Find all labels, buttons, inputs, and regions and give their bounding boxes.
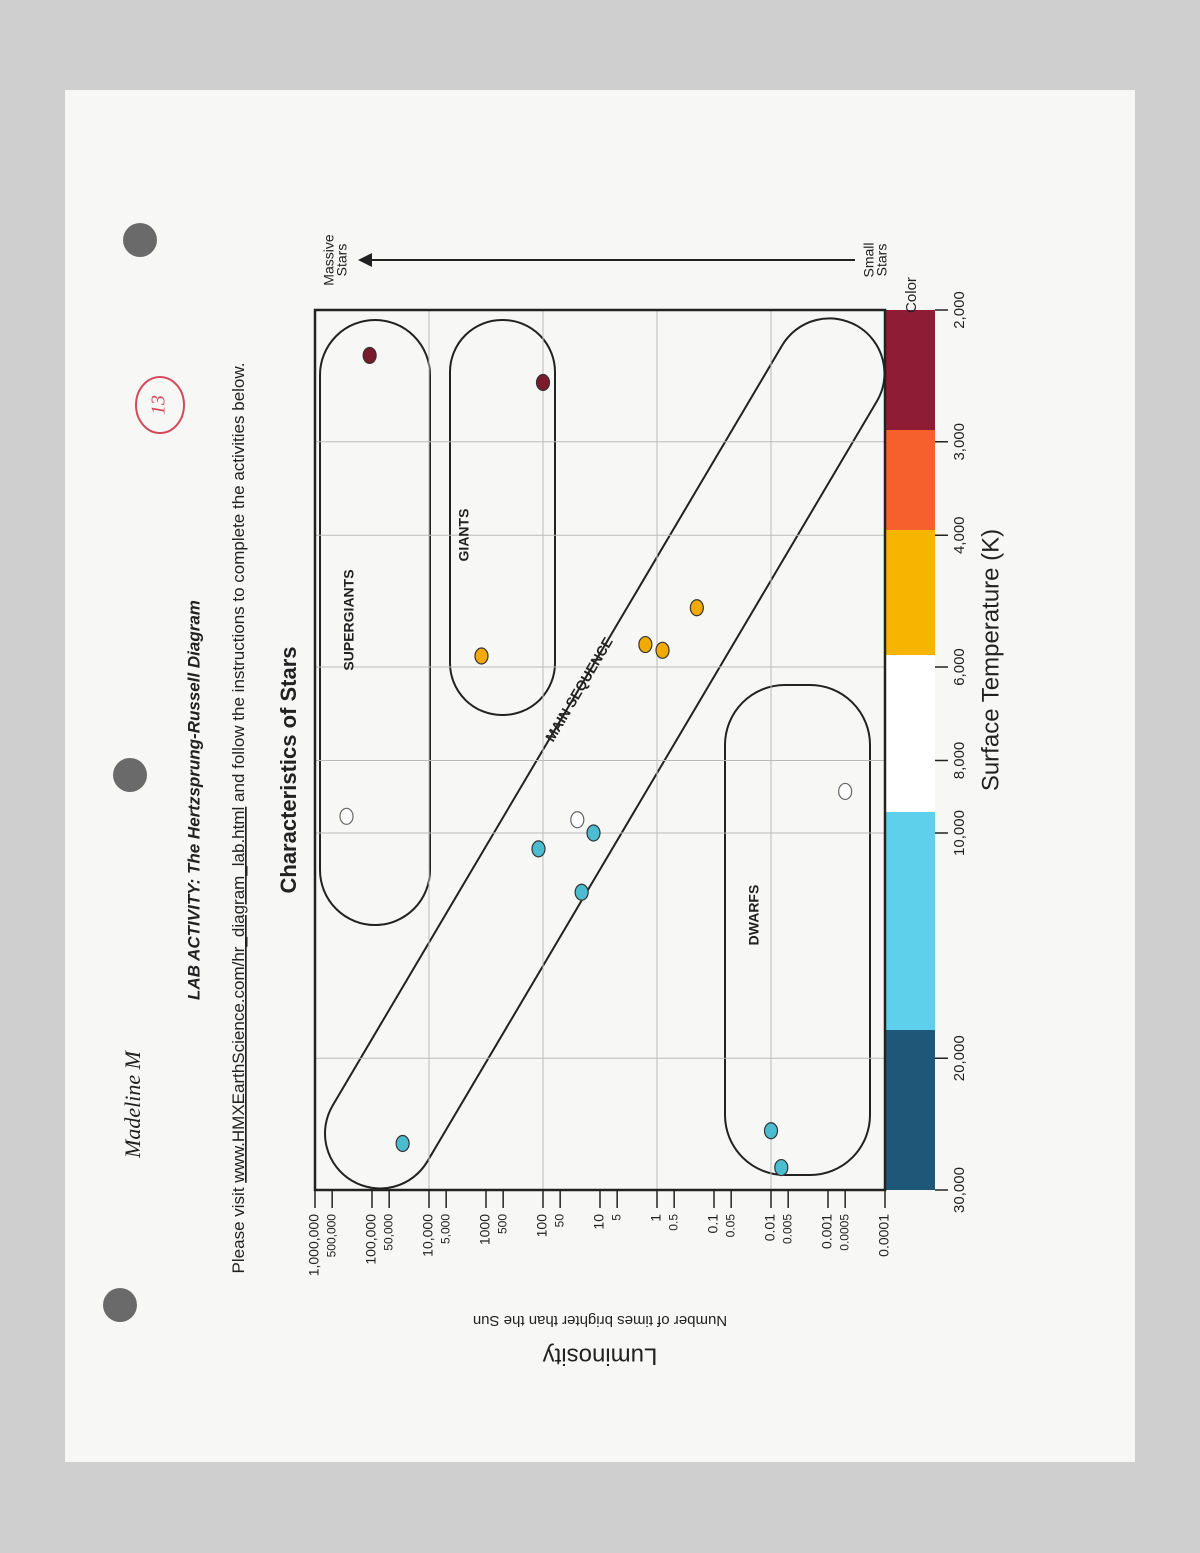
paper — [65, 90, 1135, 1462]
score: 13 — [148, 395, 170, 415]
star-point — [774, 1158, 789, 1177]
y-tick-label: 0.01 — [762, 1214, 778, 1241]
url: www.HMXEarthScience.com/hr_diagram_lab.h… — [229, 807, 248, 1184]
star-point — [638, 635, 653, 654]
y-tick-label: 10,000 — [420, 1214, 436, 1257]
y-tick-label: 5,000 — [438, 1214, 452, 1244]
y-tick-label: 50 — [552, 1214, 566, 1228]
star-point — [570, 811, 585, 829]
star-point — [655, 641, 670, 659]
instructions-text: Please visit — [229, 1183, 248, 1274]
y-tick-label: 100,000 — [363, 1214, 379, 1265]
worksheet: Madeline M 13 LAB ACTIVITY: The Hertzspr… — [120, 234, 1004, 1370]
y-tick-label: 100 — [534, 1214, 550, 1238]
colorbar-band — [885, 530, 935, 655]
student-name: Madeline M — [120, 1049, 145, 1159]
supergiants-region — [319, 319, 431, 926]
colorbar-band — [885, 310, 935, 430]
colorbar-label: Color — [903, 277, 920, 313]
region-label: DWARFS — [746, 885, 762, 946]
y-tick-label: 50,000 — [381, 1214, 395, 1251]
y-tick-label: 0.05 — [723, 1214, 737, 1238]
y-tick-label: 1 — [648, 1214, 664, 1222]
y-tick-label: 0.0001 — [876, 1214, 892, 1257]
x-tick-label: 4,000 — [951, 516, 968, 554]
region-label: SUPERGIANTS — [341, 569, 357, 670]
instructions-text: and follow the instructions to complete … — [229, 363, 248, 807]
x-tick-label: 8,000 — [951, 742, 968, 780]
massive-stars-label: Stars — [334, 244, 350, 277]
score-circle — [135, 376, 185, 434]
star-point — [531, 840, 546, 858]
x-tick-label: 10,000 — [951, 810, 968, 856]
x-tick-label: 6,000 — [951, 648, 968, 686]
colorbar-band — [885, 812, 935, 1030]
giants-region — [449, 319, 556, 716]
star-point — [395, 1134, 410, 1153]
main-sequence-region — [324, 317, 886, 1190]
x-tick-label: 30,000 — [951, 1167, 968, 1213]
star-point — [474, 647, 489, 665]
colorbar-band — [885, 1030, 935, 1190]
star-point — [689, 599, 704, 617]
instructions: Please visit www.HMXEarthScience.com/hr_… — [229, 363, 248, 1274]
star-point — [586, 824, 601, 842]
y-axis-title: Luminosity — [543, 1343, 658, 1370]
colorbar-band — [885, 430, 935, 530]
star-point — [763, 1122, 779, 1140]
small-stars-label: Stars — [874, 244, 890, 277]
y-tick-label: 0.5 — [666, 1214, 680, 1231]
y-tick-label: 1,000,000 — [306, 1214, 322, 1276]
y-tick-label: 10 — [591, 1214, 607, 1230]
y-tick-label: 500,000 — [324, 1214, 338, 1258]
star-point — [838, 782, 853, 801]
activity-title: LAB ACTIVITY: The Hertzsprung-Russell Di… — [184, 600, 203, 1000]
small-stars-label: Small — [861, 242, 877, 277]
chart-title: Characteristics of Stars — [276, 647, 301, 894]
star-point — [535, 373, 551, 392]
star-point — [574, 883, 589, 901]
y-tick-label: 1000 — [477, 1214, 493, 1245]
x-tick-label: 2,000 — [951, 291, 968, 329]
punch-hole — [103, 1288, 137, 1322]
y-tick-label: 0.1 — [705, 1214, 721, 1234]
y-axis-subtitle: Number of times brighter than the Sun — [473, 1312, 727, 1329]
y-tick-label: 500 — [495, 1214, 509, 1234]
x-axis-title: Surface Temperature (K) — [977, 529, 1004, 791]
arrow-head — [358, 253, 372, 267]
y-tick-label: 0.0005 — [837, 1214, 851, 1251]
x-tick-label: 3,000 — [951, 423, 968, 461]
region-label: GIANTS — [456, 509, 472, 562]
star-point — [362, 346, 377, 365]
colorbar-band — [885, 655, 935, 812]
y-tick-label: 0.005 — [780, 1214, 794, 1244]
massive-stars-label: Massive — [321, 234, 337, 286]
y-tick-label: 0.001 — [819, 1214, 835, 1249]
x-tick-label: 20,000 — [951, 1035, 968, 1081]
star-point — [339, 807, 354, 825]
y-tick-label: 5 — [609, 1214, 623, 1221]
punch-hole — [123, 223, 157, 257]
dwarfs-region — [724, 684, 871, 1176]
punch-hole — [113, 758, 147, 792]
